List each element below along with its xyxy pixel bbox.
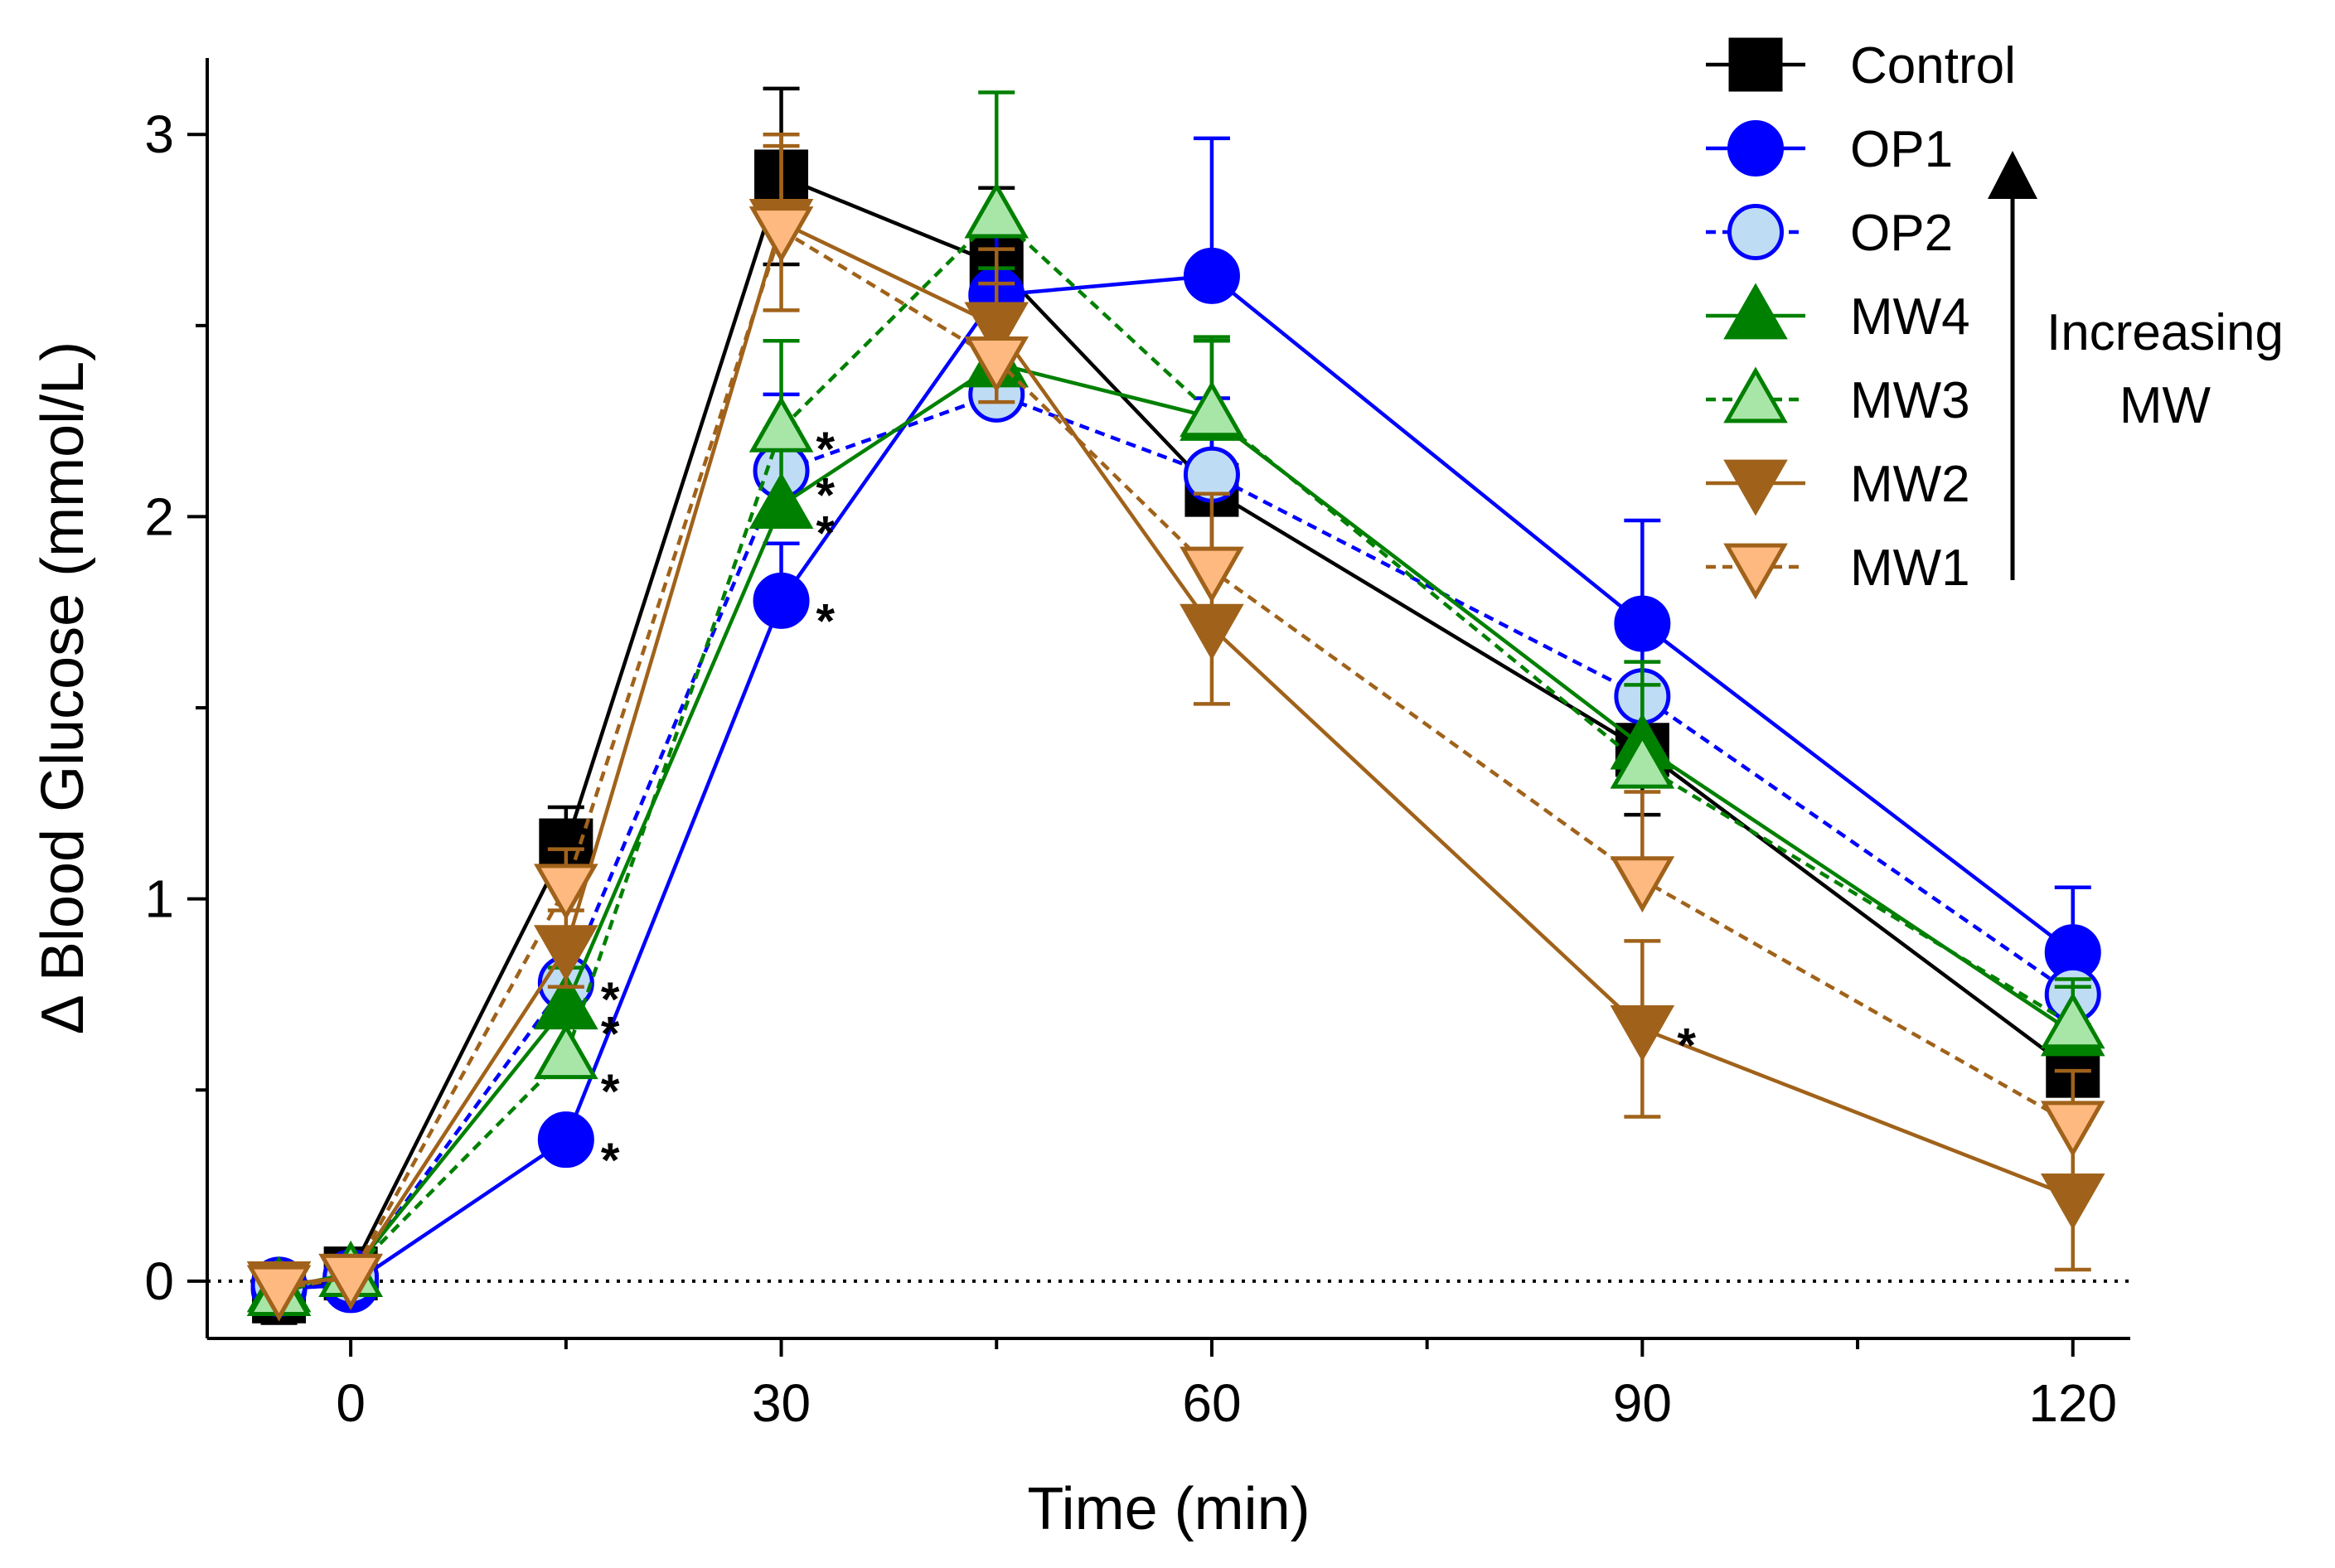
significance-star: *: [816, 595, 836, 649]
series-control: [252, 86, 2100, 1325]
significance-star: *: [601, 1008, 620, 1062]
data-point: [1183, 247, 1240, 304]
data-point: [964, 336, 1029, 393]
y-axis-title: Δ Blood Glucose (mmol/L): [30, 341, 96, 1034]
increasing-mw-line2: MW: [2119, 377, 2211, 434]
data-point: [1610, 732, 1675, 789]
data-point: [2040, 1101, 2105, 1158]
legend-marker: [1723, 283, 1788, 340]
legend-item-mw1: MW1: [1706, 540, 1970, 600]
data-point: [753, 572, 810, 629]
data-point: [1180, 603, 1244, 661]
data-point: [1180, 380, 1244, 438]
legend-item-control: Control: [1706, 37, 2016, 94]
series-line-mw3: [278, 211, 2074, 1295]
legend: Control OP1 OP2 MW4 MW3 MW2 MW1: [1706, 37, 2016, 600]
data-point: [246, 1265, 312, 1322]
x-axis-title: Time (min): [1027, 1476, 1310, 1542]
data-point: [748, 206, 814, 264]
series-mw1: [246, 143, 2105, 1322]
data-point: [748, 395, 814, 452]
series-line-mw1: [279, 227, 2074, 1291]
legend-label: OP1: [1850, 121, 1953, 178]
data-point: [1610, 856, 1675, 913]
series-mw3: [246, 90, 2105, 1317]
y-tick-label: 1: [144, 869, 174, 929]
legend-marker: [1723, 459, 1788, 516]
data-point: [534, 925, 598, 982]
legend-marker: [1727, 204, 1784, 260]
legend-item-mw2: MW2: [1706, 456, 1970, 516]
data-point: [537, 1111, 594, 1169]
legend-annotation: Increasing MW: [1988, 151, 2284, 580]
x-tick-label: 120: [2028, 1373, 2117, 1433]
series-line-mw4: [279, 361, 2074, 1291]
x-tick-label: 30: [752, 1373, 811, 1433]
x-tick-label: 0: [336, 1373, 366, 1433]
legend-label: Control: [1850, 37, 2016, 94]
data-point: [534, 864, 598, 921]
x-tick-label: 90: [1613, 1373, 1672, 1433]
legend-item-op2: OP2: [1706, 204, 1953, 262]
increasing-arrow-head: [1988, 151, 2037, 199]
legend-item-mw3: MW3: [1706, 366, 1970, 429]
significance-star: *: [816, 423, 836, 477]
legend-label: MW4: [1850, 288, 1970, 346]
y-tick-label: 3: [144, 104, 174, 164]
data-point: [1610, 1005, 1675, 1062]
significance-markers: *********: [601, 423, 1697, 1188]
significance-star: *: [601, 1134, 620, 1188]
increasing-mw-line1: Increasing: [2047, 304, 2284, 361]
legend-item-mw4: MW4: [1706, 283, 1970, 346]
data-point: [1180, 546, 1244, 603]
legend-label: MW3: [1850, 372, 1970, 429]
data-point: [2040, 1173, 2105, 1230]
series-line-control: [278, 173, 2075, 1299]
series-mw2: [246, 132, 2105, 1318]
series-mw4: [246, 266, 2105, 1313]
axes: 0 30 60 90 120 0 1 2 3: [144, 58, 2130, 1433]
significance-star: *: [816, 506, 836, 560]
y-tick-label: 2: [144, 486, 174, 546]
data-point: [2040, 992, 2105, 1049]
series-op1: [250, 136, 2101, 1318]
significance-star: *: [816, 468, 836, 522]
significance-star: *: [601, 973, 620, 1027]
legend-marker: [1728, 37, 1783, 92]
series-line-mw2: [279, 220, 2074, 1287]
data-point: [748, 472, 814, 529]
legend-item-op1: OP1: [1706, 120, 1953, 178]
data-series: [246, 86, 2105, 1325]
y-tick-label: 0: [144, 1251, 174, 1311]
legend-marker: [1723, 543, 1788, 600]
legend-marker: [1723, 366, 1788, 423]
data-point: [318, 1253, 383, 1310]
significance-star: *: [1677, 1019, 1696, 1072]
x-tick-label: 60: [1182, 1373, 1241, 1433]
data-point: [964, 181, 1029, 239]
legend-label: MW2: [1850, 456, 1970, 513]
series-line-op1: [279, 273, 2075, 1291]
legend-label: OP2: [1850, 205, 1953, 262]
legend-label: MW1: [1850, 540, 1970, 597]
significance-star: *: [601, 1065, 620, 1119]
data-point: [534, 1023, 598, 1080]
legend-marker: [1727, 120, 1784, 177]
